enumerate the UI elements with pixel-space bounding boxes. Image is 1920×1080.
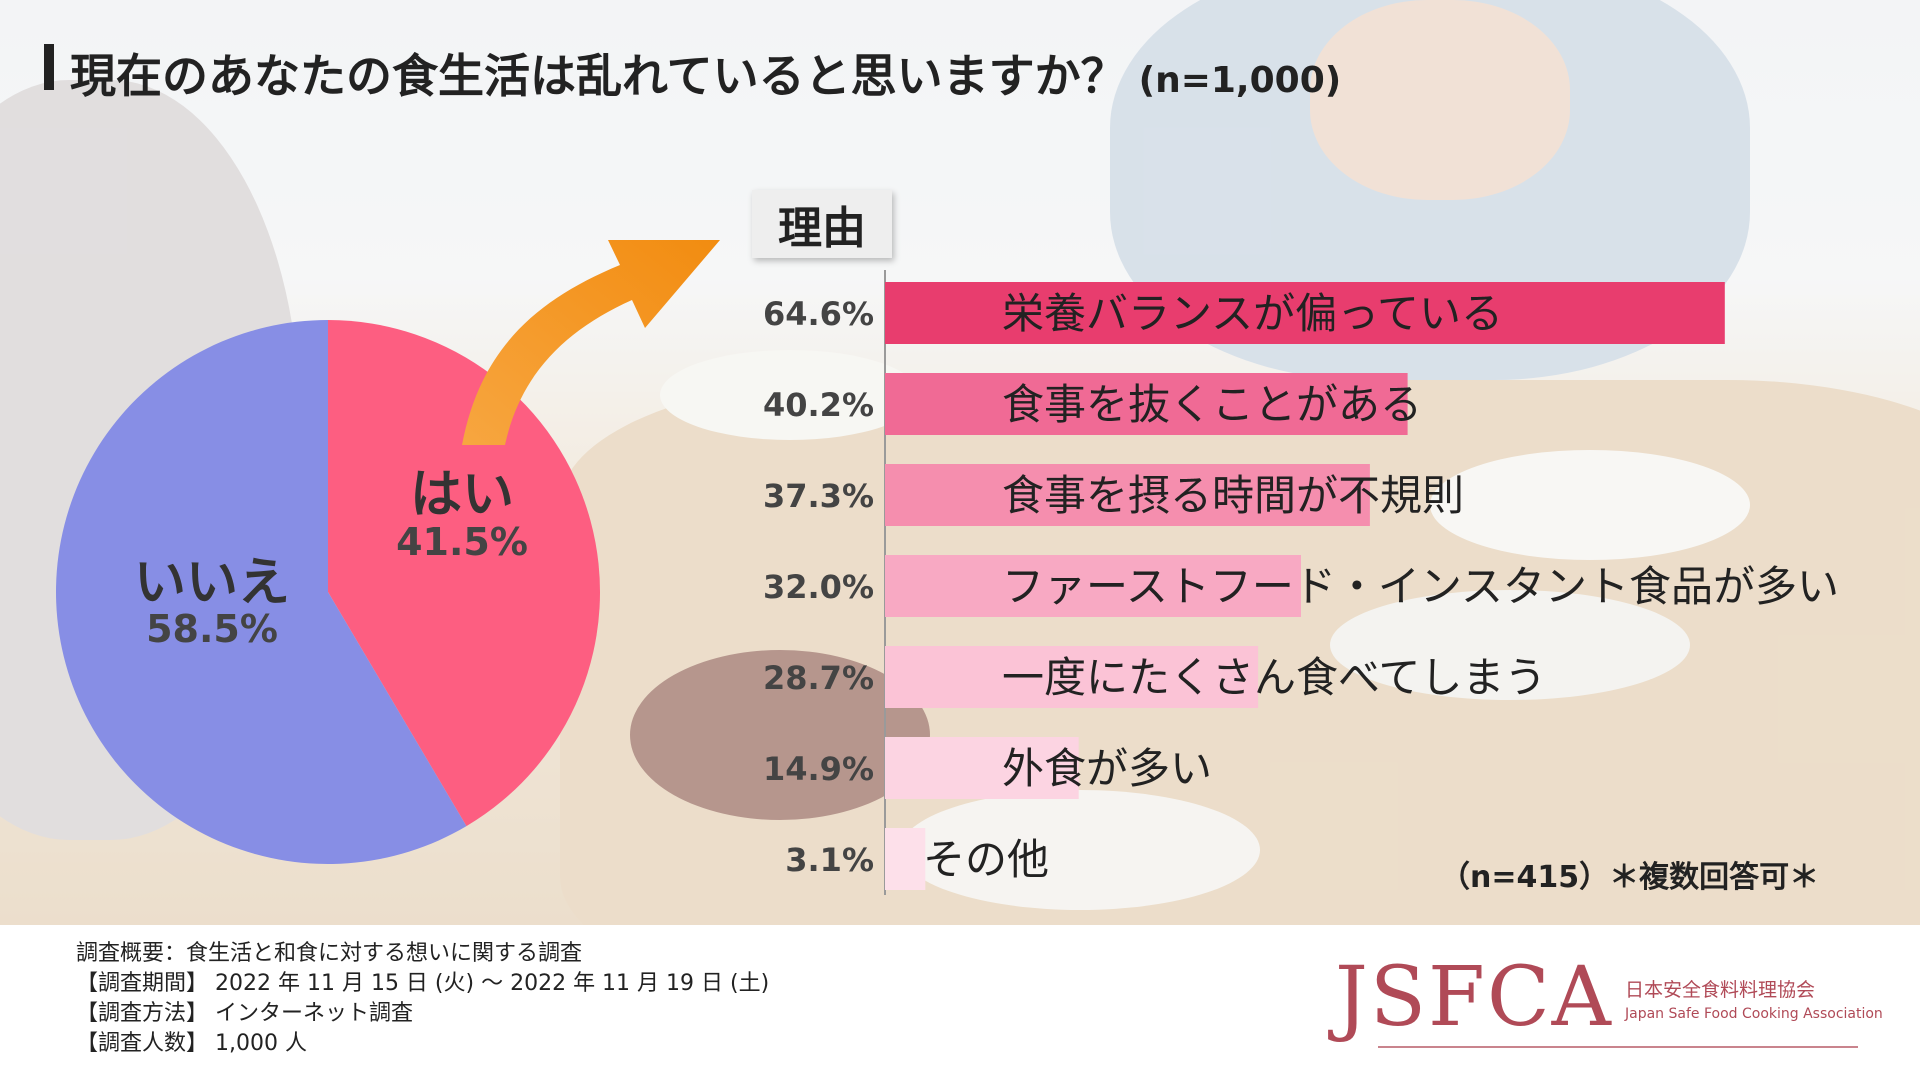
bar-category-label: ファーストフード・インスタント食品が多い [1002, 562, 1839, 611]
bar-category-label: 食事を抜くことがある [1002, 380, 1422, 429]
pie-slice-value: 58.5% [146, 607, 278, 651]
bar-chart: 64.6% 栄養バランスが偏っている 40.2% 食事を抜くことがある 37.3% 食事を… [763, 270, 1839, 895]
survey-method: 【調査方法】 インターネット調査 [76, 1001, 413, 1026]
bar [885, 555, 1301, 617]
bar [885, 737, 1079, 799]
pie-slice-value: 41.5% [396, 520, 528, 564]
bar [885, 373, 1408, 435]
bar [885, 464, 1370, 526]
survey-people: 【調査人数】 1,000 人 [76, 1031, 307, 1056]
bar-category-label: 栄養バランスが偏っている [1002, 289, 1503, 338]
bar-category-label: その他 [923, 835, 1049, 884]
bar-value-label: 3.1% [785, 841, 874, 879]
survey-period: 【調査期間】 2022 年 11 月 15 日 (火) ～ 2022 年 11 … [76, 971, 770, 996]
bar-value-label: 28.7% [763, 659, 874, 697]
page-title: 現在のあなたの食生活は乱れていると思いますか？ (n=1,000) [70, 40, 1341, 106]
food-bowl [630, 650, 930, 820]
title-sample-size: (n=1,000) [1138, 60, 1342, 101]
pie-slice [55, 319, 467, 864]
pie-slice-label: いいえ [134, 553, 290, 613]
bar [885, 828, 926, 890]
bar-value-label: 37.3% [763, 477, 874, 515]
bar-category-label: 一度にたくさん食べてしまう [1002, 653, 1546, 702]
food-plate-1 [660, 350, 920, 440]
bar [885, 282, 1725, 344]
pie-slice-label: はい [410, 465, 514, 525]
food-plate-2 [1430, 450, 1750, 560]
hands-shape [1310, 0, 1570, 200]
title-marker [44, 44, 54, 90]
arrow-icon [462, 240, 720, 445]
pie-slice [328, 320, 600, 827]
bar-category-label: 食事を摂る時間が不規則 [1002, 471, 1464, 520]
sample-count-note: （n=415）＊複数回答可＊ [1440, 860, 1820, 895]
logo-english-name: Japan Safe Food Cooking Association [1625, 1006, 1883, 1022]
logo-japanese-name: 日本安全食料料理協会 [1625, 979, 1816, 1001]
logo-mark: JSFCA [1335, 950, 1613, 1045]
bar-value-label: 14.9% [763, 750, 874, 788]
title-text: 現在のあなたの食生活は乱れていると思いますか？ [70, 49, 1127, 103]
bar-value-label: 40.2% [763, 386, 874, 424]
reason-label: 理由 [752, 190, 892, 258]
survey-overview: 調査概要：食生活と和食に対する想いに関する調査 [76, 941, 583, 966]
bar [885, 646, 1259, 708]
bar-value-label: 32.0% [763, 568, 874, 606]
bar-category-label: 外食が多い [1002, 744, 1212, 793]
food-plate-3 [1330, 590, 1690, 700]
footer: 調査概要：食生活と和食に対する想いに関する調査 【調査期間】 2022 年 11… [0, 925, 1920, 1080]
food-plate-4 [900, 790, 1260, 910]
bar-value-label: 64.6% [763, 295, 874, 333]
logo-divider [1378, 1046, 1858, 1048]
